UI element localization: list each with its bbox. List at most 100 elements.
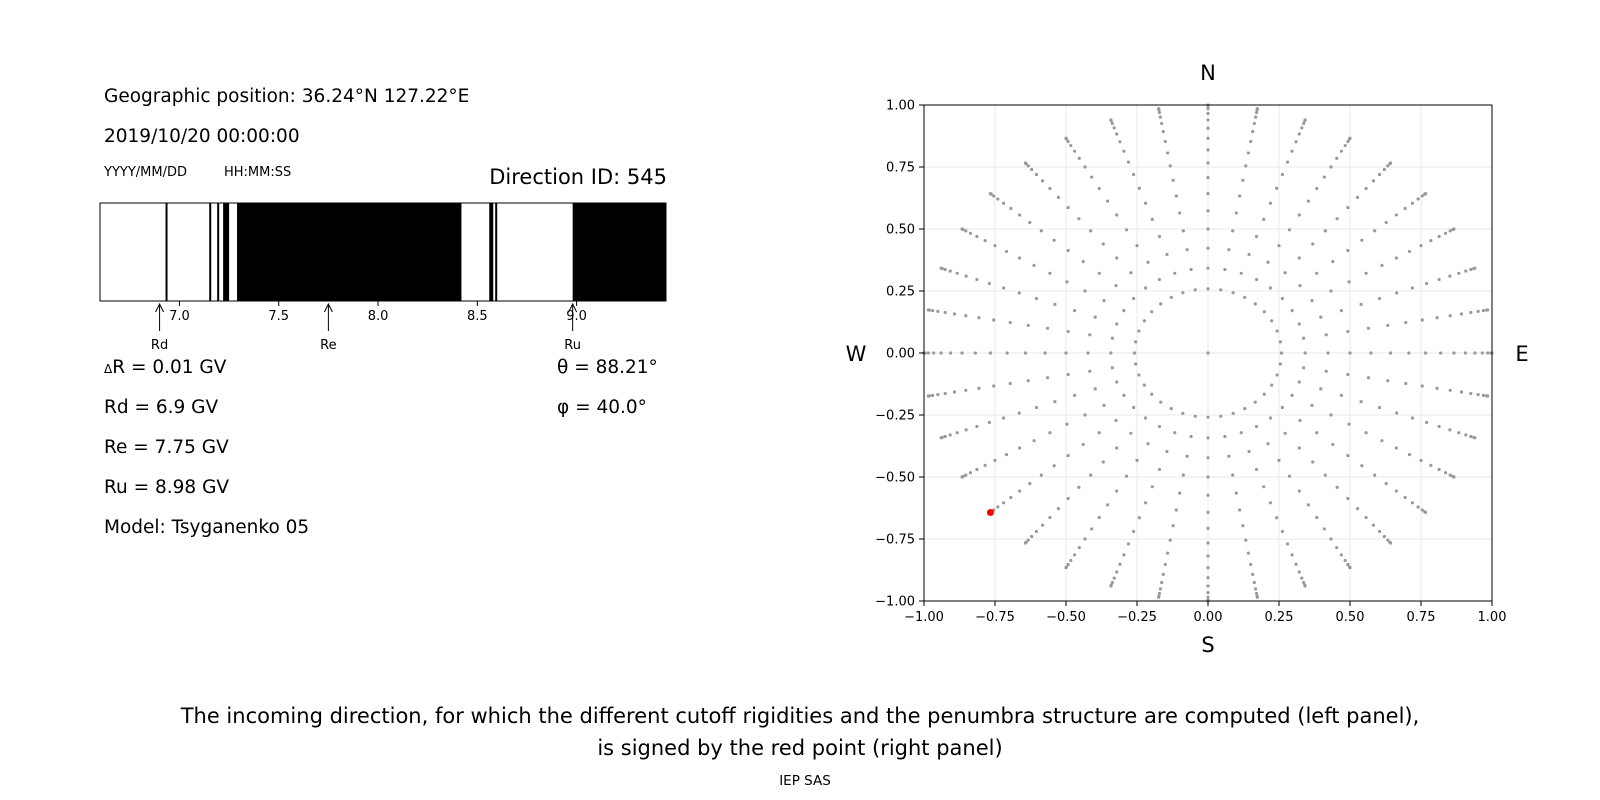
direction-point xyxy=(968,231,973,235)
direction-point xyxy=(1366,376,1371,380)
direction-point xyxy=(1355,507,1360,511)
direction-point xyxy=(1319,387,1323,391)
direction-point xyxy=(1322,527,1326,531)
direction-point xyxy=(1297,489,1301,493)
direction-point xyxy=(964,274,968,278)
direction-point xyxy=(1001,416,1006,420)
direction-point xyxy=(1134,340,1138,344)
direction-point xyxy=(1115,570,1119,574)
direction-point xyxy=(1039,229,1043,233)
direction-point xyxy=(1254,591,1259,596)
penumbra-tick-label: 8.5 xyxy=(467,309,488,324)
direction-point xyxy=(1262,310,1266,314)
forbidden-band xyxy=(495,203,498,301)
theta-value: θ = 88.21° xyxy=(557,357,658,378)
direction-point xyxy=(1410,286,1415,290)
direction-point xyxy=(1452,351,1456,355)
direction-point xyxy=(1146,260,1150,264)
direction-point xyxy=(1227,248,1231,252)
direction-point xyxy=(1126,542,1131,546)
direction-point xyxy=(1023,161,1028,165)
direction-point xyxy=(1081,442,1085,447)
direction-point xyxy=(1339,393,1344,398)
direction-point xyxy=(1056,507,1061,511)
x-tick-label: −1.00 xyxy=(904,610,944,625)
direction-point xyxy=(1394,213,1399,217)
direction-point xyxy=(1066,329,1070,334)
direction-point xyxy=(1339,149,1344,153)
direction-point xyxy=(1386,164,1390,168)
direction-point xyxy=(1069,558,1073,563)
direction-point xyxy=(1420,508,1424,512)
direction-point xyxy=(1439,351,1443,355)
direction-point xyxy=(1347,422,1351,426)
direction-point xyxy=(1486,394,1490,398)
direction-point xyxy=(1206,590,1210,595)
direction-point xyxy=(1297,213,1301,217)
direction-point xyxy=(1268,286,1273,290)
direction-point xyxy=(1395,291,1399,295)
direction-point xyxy=(1143,286,1148,290)
direction-point xyxy=(1132,351,1137,355)
direction-point xyxy=(1268,201,1273,205)
direction-point xyxy=(1181,473,1185,477)
direction-point xyxy=(1270,319,1274,323)
forbidden-band xyxy=(217,203,220,301)
direction-point xyxy=(1388,161,1393,165)
direction-point xyxy=(1319,315,1323,319)
direction-point xyxy=(1023,351,1028,355)
direction-point xyxy=(1278,340,1282,344)
direction-point xyxy=(1034,296,1039,301)
y-tick-label: −1.00 xyxy=(875,595,915,610)
direction-point xyxy=(1335,546,1339,550)
direction-point xyxy=(1443,471,1448,475)
direction-point xyxy=(1135,458,1139,462)
direction-point xyxy=(1206,351,1210,355)
direction-point xyxy=(1323,229,1327,233)
direction-point xyxy=(1109,584,1113,588)
direction-point xyxy=(1157,591,1162,596)
direction-point xyxy=(1206,415,1210,419)
direction-point xyxy=(943,267,947,272)
direction-point xyxy=(1452,475,1456,479)
direction-point xyxy=(1001,201,1006,205)
direction-point xyxy=(1101,242,1105,246)
direction-point xyxy=(1181,291,1185,295)
marker-arrowhead xyxy=(323,302,333,313)
direction-point xyxy=(1302,336,1306,340)
direction-point xyxy=(1026,323,1030,327)
direction-point xyxy=(1262,217,1266,221)
direction-point xyxy=(1359,302,1363,306)
direction-point xyxy=(1168,538,1172,542)
direction-point xyxy=(1206,161,1210,165)
direction-point xyxy=(1030,534,1034,539)
y-tick-label: 0.00 xyxy=(886,347,915,362)
phi-value: φ = 40.0° xyxy=(557,397,647,418)
direction-point xyxy=(1193,414,1197,418)
direction-point xyxy=(1404,381,1408,386)
direction-point xyxy=(1297,570,1301,574)
direction-point xyxy=(1109,351,1113,355)
direction-point xyxy=(1324,369,1328,373)
direction-point xyxy=(1097,186,1101,191)
direction-point xyxy=(1131,405,1136,410)
direction-point xyxy=(1181,229,1185,233)
direction-point xyxy=(1131,529,1136,534)
direction-point xyxy=(993,244,997,248)
x-tick-label: −0.25 xyxy=(1117,610,1157,625)
direction-point xyxy=(1206,191,1210,196)
direction-point xyxy=(1283,431,1287,435)
direction-point xyxy=(1089,473,1093,477)
direction-point xyxy=(1464,269,1468,273)
model-name: Model: Tsyganenko 05 xyxy=(104,517,310,538)
direction-point xyxy=(996,505,1000,509)
direction-point xyxy=(1481,308,1486,313)
direction-point xyxy=(960,227,964,231)
direction-point xyxy=(1206,136,1210,140)
direction-point xyxy=(1452,227,1456,231)
marker-arrowhead xyxy=(568,302,578,313)
direction-point xyxy=(1206,554,1210,558)
penumbra-tick-label: 8.0 xyxy=(368,309,389,324)
direction-point xyxy=(1171,524,1175,528)
compass-west: W xyxy=(846,342,867,366)
